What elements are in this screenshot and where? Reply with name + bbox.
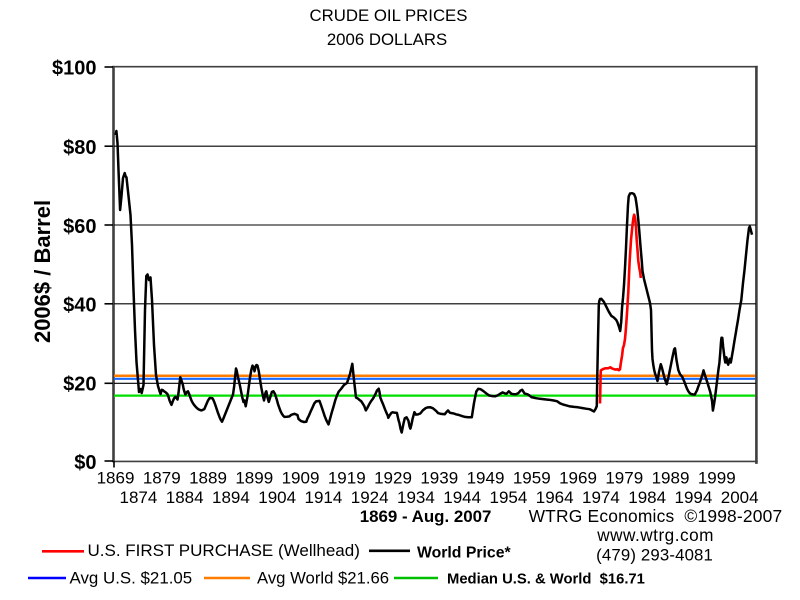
svg-text:1939: 1939 bbox=[420, 469, 458, 488]
svg-text:1879: 1879 bbox=[143, 469, 181, 488]
svg-text:WTRG Economics ©1998-2007: WTRG Economics ©1998-2007 bbox=[529, 506, 783, 526]
svg-text:www.wtrg.com: www.wtrg.com bbox=[596, 525, 714, 545]
svg-text:1914: 1914 bbox=[304, 488, 342, 507]
svg-text:1969: 1969 bbox=[559, 469, 597, 488]
svg-text:1964: 1964 bbox=[536, 488, 574, 507]
svg-text:1999: 1999 bbox=[698, 469, 736, 488]
svg-text:1904: 1904 bbox=[258, 488, 296, 507]
svg-text:2006$ / Barrel: 2006$ / Barrel bbox=[30, 200, 55, 343]
svg-text:$40: $40 bbox=[63, 295, 96, 317]
svg-text:1974: 1974 bbox=[582, 488, 620, 507]
svg-text:1954: 1954 bbox=[489, 488, 527, 507]
svg-text:Avg World $21.66: Avg World $21.66 bbox=[257, 569, 389, 588]
svg-text:1989: 1989 bbox=[652, 469, 690, 488]
svg-text:1899: 1899 bbox=[235, 469, 273, 488]
svg-text:2004: 2004 bbox=[721, 488, 759, 507]
svg-text:1909: 1909 bbox=[282, 469, 320, 488]
svg-text:1944: 1944 bbox=[443, 488, 481, 507]
svg-text:1869: 1869 bbox=[97, 469, 135, 488]
svg-text:1884: 1884 bbox=[166, 488, 204, 507]
svg-text:1984: 1984 bbox=[628, 488, 666, 507]
svg-text:1894: 1894 bbox=[212, 488, 250, 507]
svg-text:1919: 1919 bbox=[328, 469, 366, 488]
svg-text:CRUDE OIL PRICES: CRUDE OIL PRICES bbox=[310, 6, 468, 25]
svg-text:1924: 1924 bbox=[351, 488, 389, 507]
svg-text:Median U.S. & World $16.71: Median U.S. & World $16.71 bbox=[447, 572, 645, 588]
svg-text:1929: 1929 bbox=[374, 469, 412, 488]
svg-text:$20: $20 bbox=[63, 374, 96, 396]
svg-text:1959: 1959 bbox=[513, 469, 551, 488]
svg-text:$60: $60 bbox=[63, 216, 96, 238]
svg-text:1949: 1949 bbox=[467, 469, 505, 488]
svg-text:1869 - Aug. 2007: 1869 - Aug. 2007 bbox=[360, 507, 492, 526]
svg-text:1979: 1979 bbox=[605, 469, 643, 488]
svg-text:2006 DOLLARS: 2006 DOLLARS bbox=[327, 30, 447, 49]
svg-text:1889: 1889 bbox=[189, 469, 227, 488]
svg-text:1934: 1934 bbox=[397, 488, 435, 507]
svg-text:$100: $100 bbox=[52, 58, 97, 80]
svg-text:1874: 1874 bbox=[119, 488, 157, 507]
svg-text:$0: $0 bbox=[74, 452, 96, 474]
svg-text:$80: $80 bbox=[63, 137, 96, 159]
svg-text:U.S. FIRST PURCHASE (Wellhead): U.S. FIRST PURCHASE (Wellhead) bbox=[88, 541, 360, 560]
svg-text:1994: 1994 bbox=[674, 488, 712, 507]
svg-text:Avg U.S. $21.05: Avg U.S. $21.05 bbox=[70, 569, 193, 588]
svg-text:World Price*: World Price* bbox=[417, 544, 511, 561]
svg-text:(479) 293-4081: (479) 293-4081 bbox=[596, 546, 713, 565]
